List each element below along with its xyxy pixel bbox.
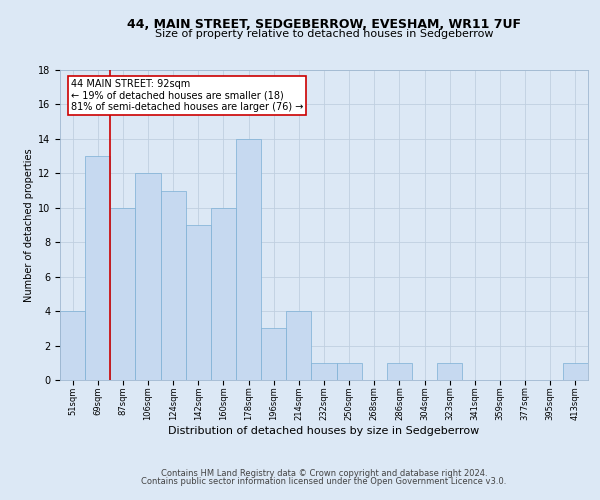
Text: Contains HM Land Registry data © Crown copyright and database right 2024.: Contains HM Land Registry data © Crown c… — [161, 468, 487, 477]
Bar — [211, 208, 236, 380]
Bar — [563, 363, 588, 380]
Bar — [437, 363, 462, 380]
Bar — [311, 363, 337, 380]
X-axis label: Distribution of detached houses by size in Sedgeberrow: Distribution of detached houses by size … — [169, 426, 479, 436]
Text: Contains public sector information licensed under the Open Government Licence v3: Contains public sector information licen… — [142, 477, 506, 486]
Bar — [161, 190, 186, 380]
Bar — [286, 311, 311, 380]
Bar — [337, 363, 362, 380]
Bar — [186, 225, 211, 380]
Bar — [136, 174, 161, 380]
Text: 44 MAIN STREET: 92sqm
← 19% of detached houses are smaller (18)
81% of semi-deta: 44 MAIN STREET: 92sqm ← 19% of detached … — [71, 80, 303, 112]
Text: Size of property relative to detached houses in Sedgeberrow: Size of property relative to detached ho… — [155, 29, 493, 39]
Bar — [236, 139, 261, 380]
Bar — [261, 328, 286, 380]
Text: 44, MAIN STREET, SEDGEBERROW, EVESHAM, WR11 7UF: 44, MAIN STREET, SEDGEBERROW, EVESHAM, W… — [127, 18, 521, 30]
Bar — [110, 208, 136, 380]
Bar — [387, 363, 412, 380]
Y-axis label: Number of detached properties: Number of detached properties — [24, 148, 34, 302]
Bar — [60, 311, 85, 380]
Bar — [85, 156, 110, 380]
